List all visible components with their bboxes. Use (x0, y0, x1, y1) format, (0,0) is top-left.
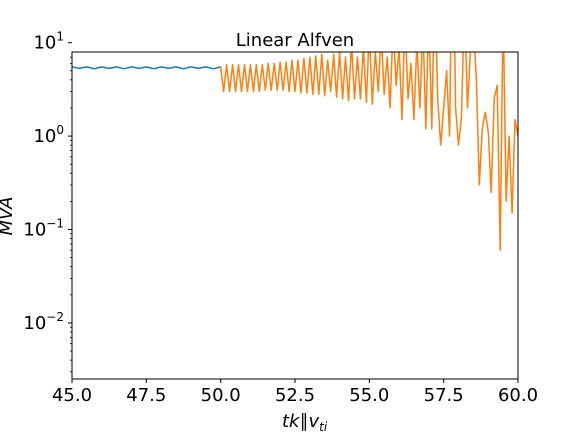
x-axis-label-subscript: ti (319, 420, 328, 432)
y-tick-label-base-2: 10 (33, 126, 56, 147)
y-axis-label: MVA (0, 197, 17, 236)
y-tick-label-base-0: 10 (23, 313, 46, 334)
x-tick-label-2: 50.0 (201, 385, 241, 406)
x-tick-label-1: 47.5 (126, 385, 166, 406)
x-tick-label-3: 52.5 (275, 385, 315, 406)
y-tick-label-exponent-3: 1 (56, 30, 64, 44)
chart-title: Linear Alfven (236, 30, 354, 51)
y-tick-label-base-1: 10 (23, 220, 46, 241)
y-tick-label-base-3: 10 (33, 33, 56, 54)
x-axis-label-main: tk∥v (282, 411, 319, 432)
x-tick-label-5: 57.5 (424, 385, 464, 406)
x-tick-label-4: 55.0 (349, 385, 389, 406)
y-tick-label-exponent-2: 0 (56, 123, 64, 137)
x-tick-label-0: 45.0 (52, 385, 92, 406)
y-tick-label-exponent-0: −2 (46, 310, 64, 324)
y-tick-label-exponent-1: −1 (46, 217, 64, 231)
x-tick-label-6: 60.0 (498, 385, 538, 406)
